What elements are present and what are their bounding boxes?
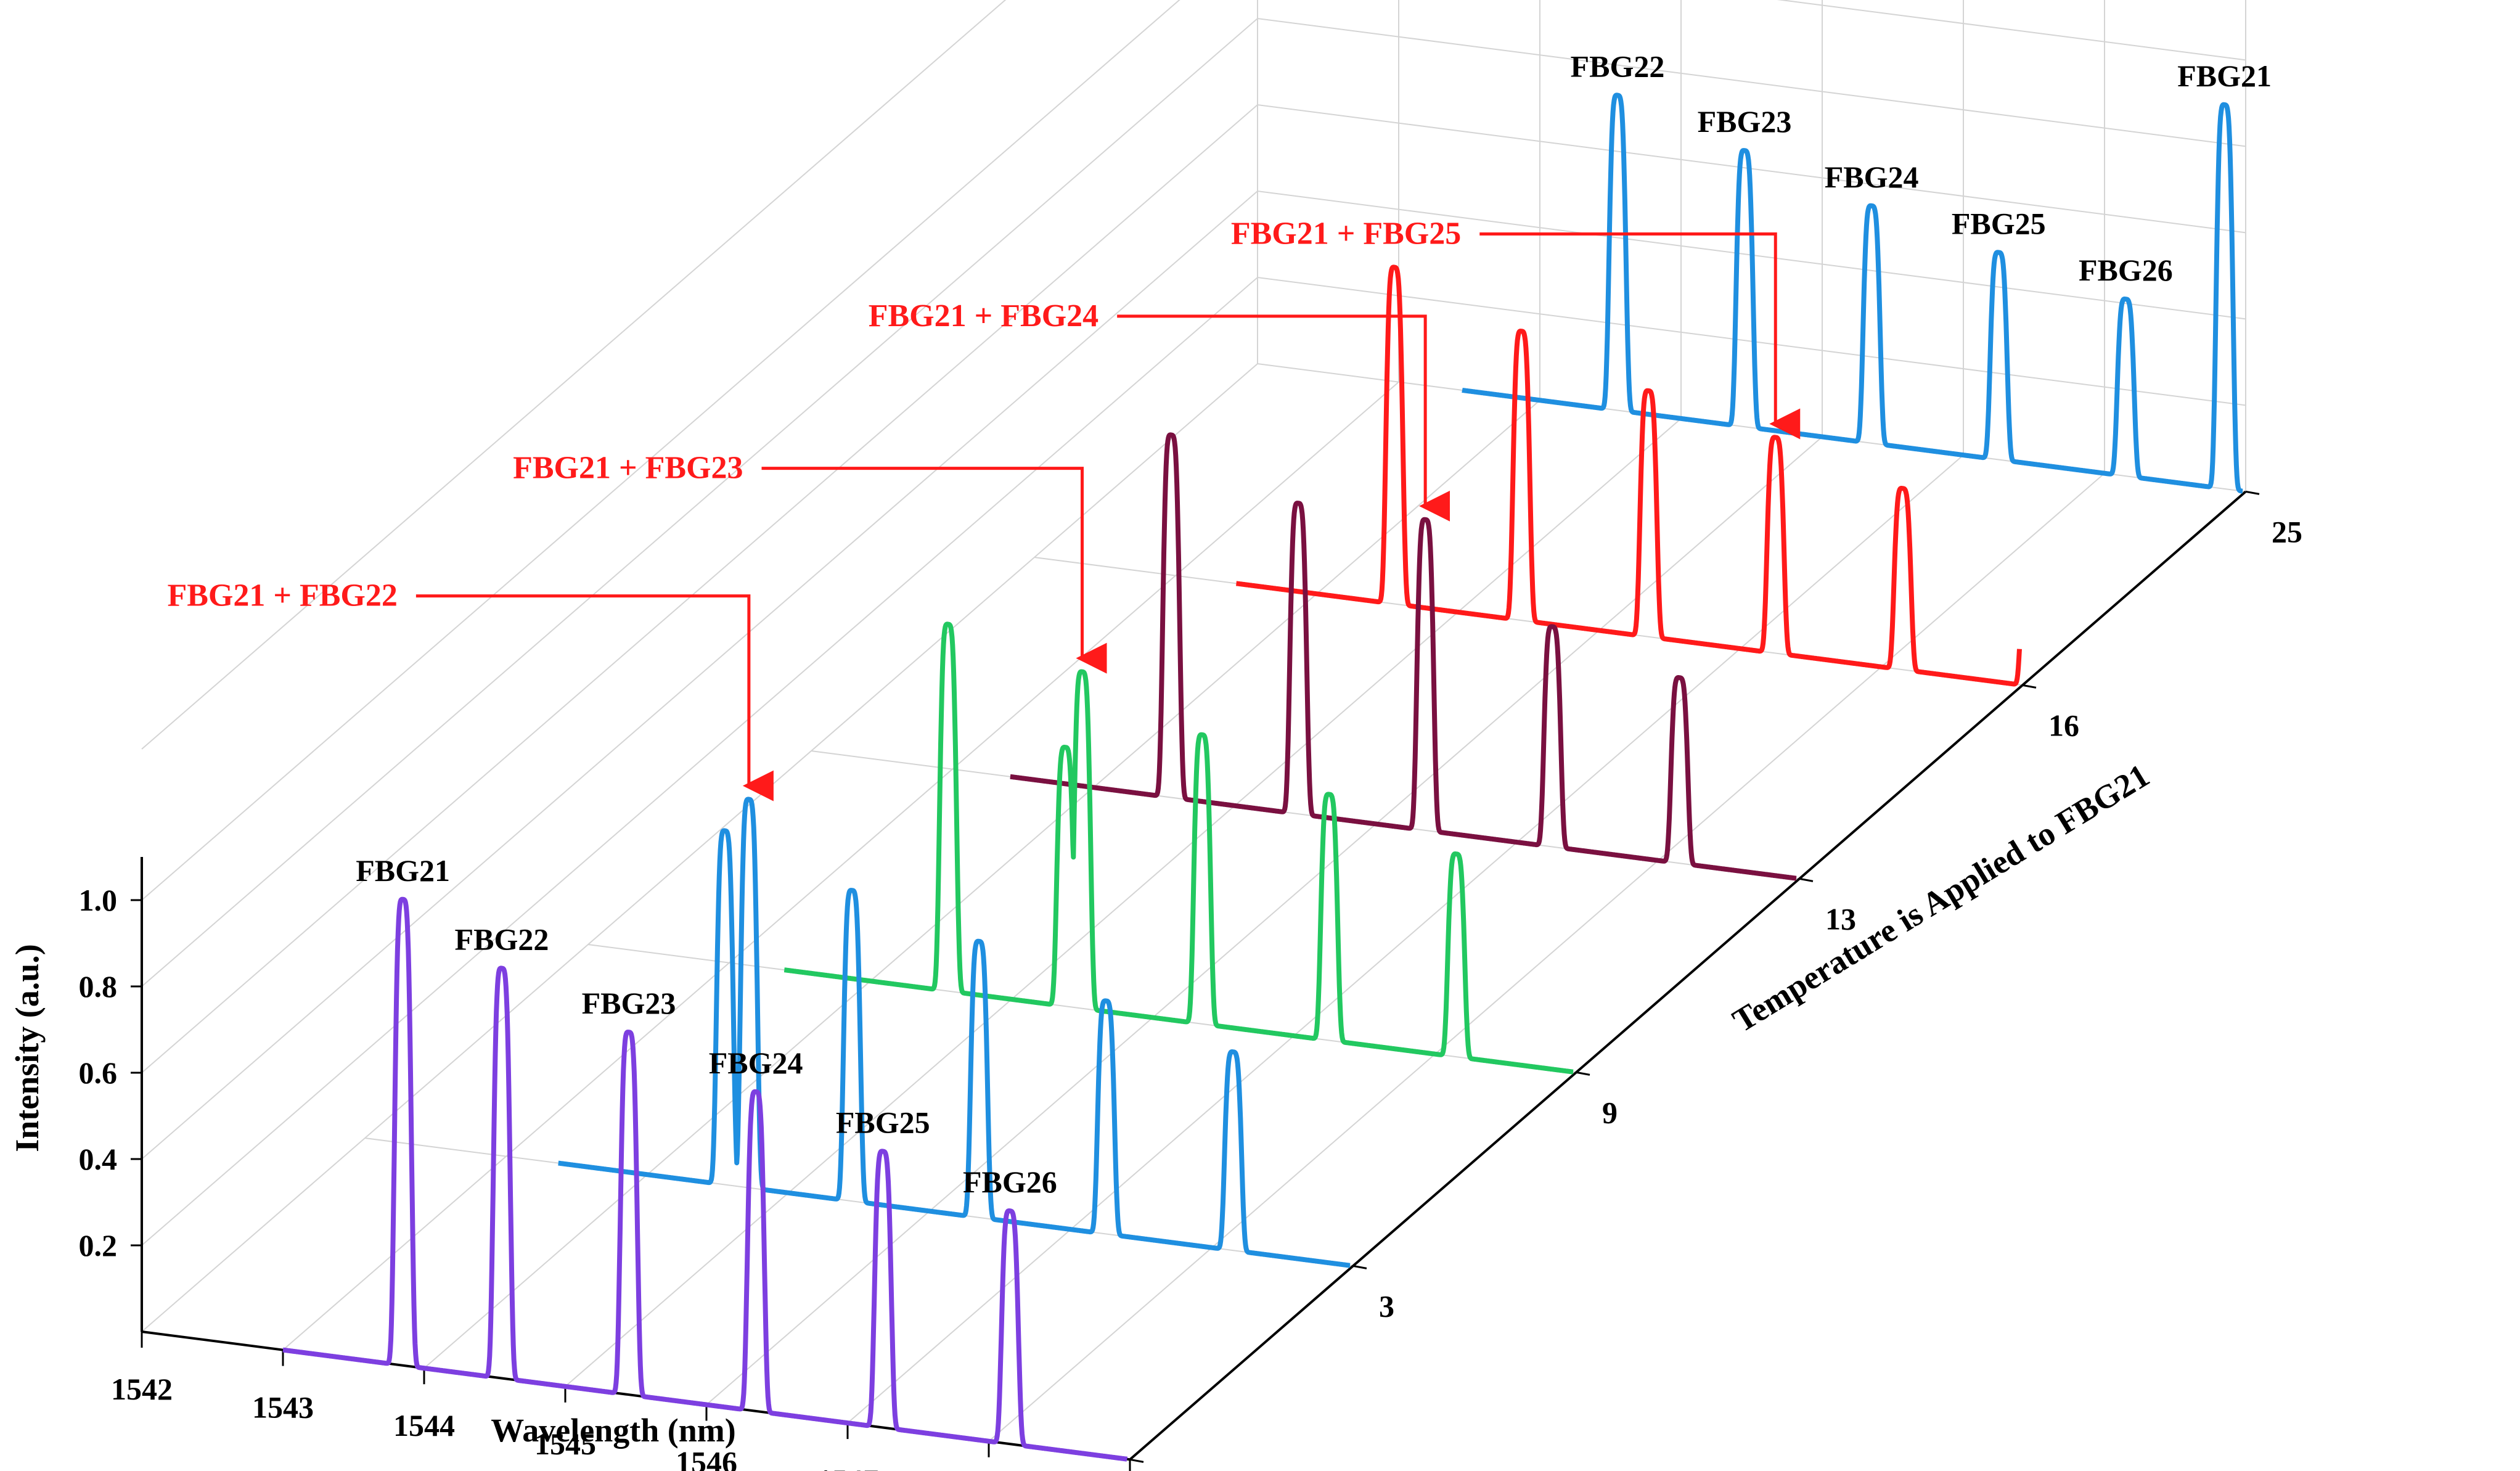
annotation-arrow [415,594,774,801]
annotation-label: FBG21 + FBG24 [869,298,1098,334]
y-tick-label: 0.6 [79,1055,118,1090]
series-line-16 [1234,264,2022,687]
y-axis-label: Intensity (a.u.) [9,944,46,1152]
peak-label: FBG24 [709,1046,803,1080]
series-line-1 [280,896,1129,1462]
z-tick-label: 3 [1379,1289,1394,1323]
axes: 154215431544154515461547154815490.20.40.… [79,490,2302,1471]
peak-labels: FBG21FBG22FBG23FBG24FBG25FBG26FBG22FBG23… [356,49,2272,1200]
peak-label: FBG23 [1698,104,1792,139]
annotation-arrow [761,467,1107,674]
y-tick-label: 0.8 [79,969,118,1004]
peak-label: FBG26 [963,1165,1057,1199]
x-tick-label: 1547 [817,1463,878,1471]
z-tick-label: 16 [2048,708,2079,742]
annotation-label: FBG21 + FBG25 [1231,216,1461,252]
peak-label: FBG21 [2177,59,2272,93]
grid-line [847,0,1964,1424]
grid-line [706,0,1823,1406]
z-tick-mark [1576,1071,1590,1076]
x-tick-label: 1544 [393,1408,455,1443]
grid-line [141,0,1258,1332]
annotation-arrow [1117,314,1450,522]
peak-label: FBG25 [836,1105,930,1140]
z-tick-mark [1129,1458,1144,1463]
series-line-9 [782,621,1575,1075]
z-tick-label: 9 [1602,1095,1618,1129]
grid-line [423,0,1540,1369]
series-line-13 [1008,432,1798,881]
grid-line [565,0,1682,1387]
z-tick-mark [1799,877,1814,882]
z-tick-mark [2245,490,2260,495]
x-tick-label: 1545 [534,1427,596,1461]
z-axis-label: Temperature is Applied to FBG21 [1726,756,2155,1039]
x-tick-label: 1542 [111,1372,173,1406]
series-line-25 [1460,92,2244,494]
grid [141,0,2246,1461]
z-tick-mark [2022,684,2037,689]
y-tick-label: 1.0 [79,883,118,917]
peak-label: FBG24 [1825,160,1919,194]
series-group [280,92,2244,1462]
series-line-3 [556,797,1352,1268]
z-tick-label: 13 [1825,901,1856,936]
x-axis-label: Wavelength (nm) [491,1412,736,1449]
peak-label: FBG22 [455,922,549,957]
z-axis-line [1129,490,2247,1461]
peak-label: FBG25 [1952,207,2046,241]
z-tick-mark [1352,1264,1367,1269]
annotation-arrow [1479,232,1801,440]
y-tick-label: 0.4 [79,1142,118,1176]
annotation-label: FBG21 + FBG22 [167,578,397,613]
peak-label: FBG21 [356,853,450,888]
peak-label: FBG26 [2079,253,2173,287]
peak-label: FBG23 [582,986,676,1020]
x-tick-label: 1543 [252,1390,314,1425]
grid-line [141,276,2246,1246]
z-tick-label: 25 [2272,514,2302,549]
peak-label: FBG22 [1571,49,1665,84]
y-tick-label: 0.2 [79,1228,118,1263]
annotations: FBG21 + FBG22 FBG21 + FBG23 FBG21 + FBG24 F… [167,216,1801,801]
grid-line [141,0,2246,901]
annotation-label: FBG21 + FBG23 [513,451,743,486]
x-tick-label: 1546 [676,1444,737,1471]
grid-line [141,0,1007,750]
